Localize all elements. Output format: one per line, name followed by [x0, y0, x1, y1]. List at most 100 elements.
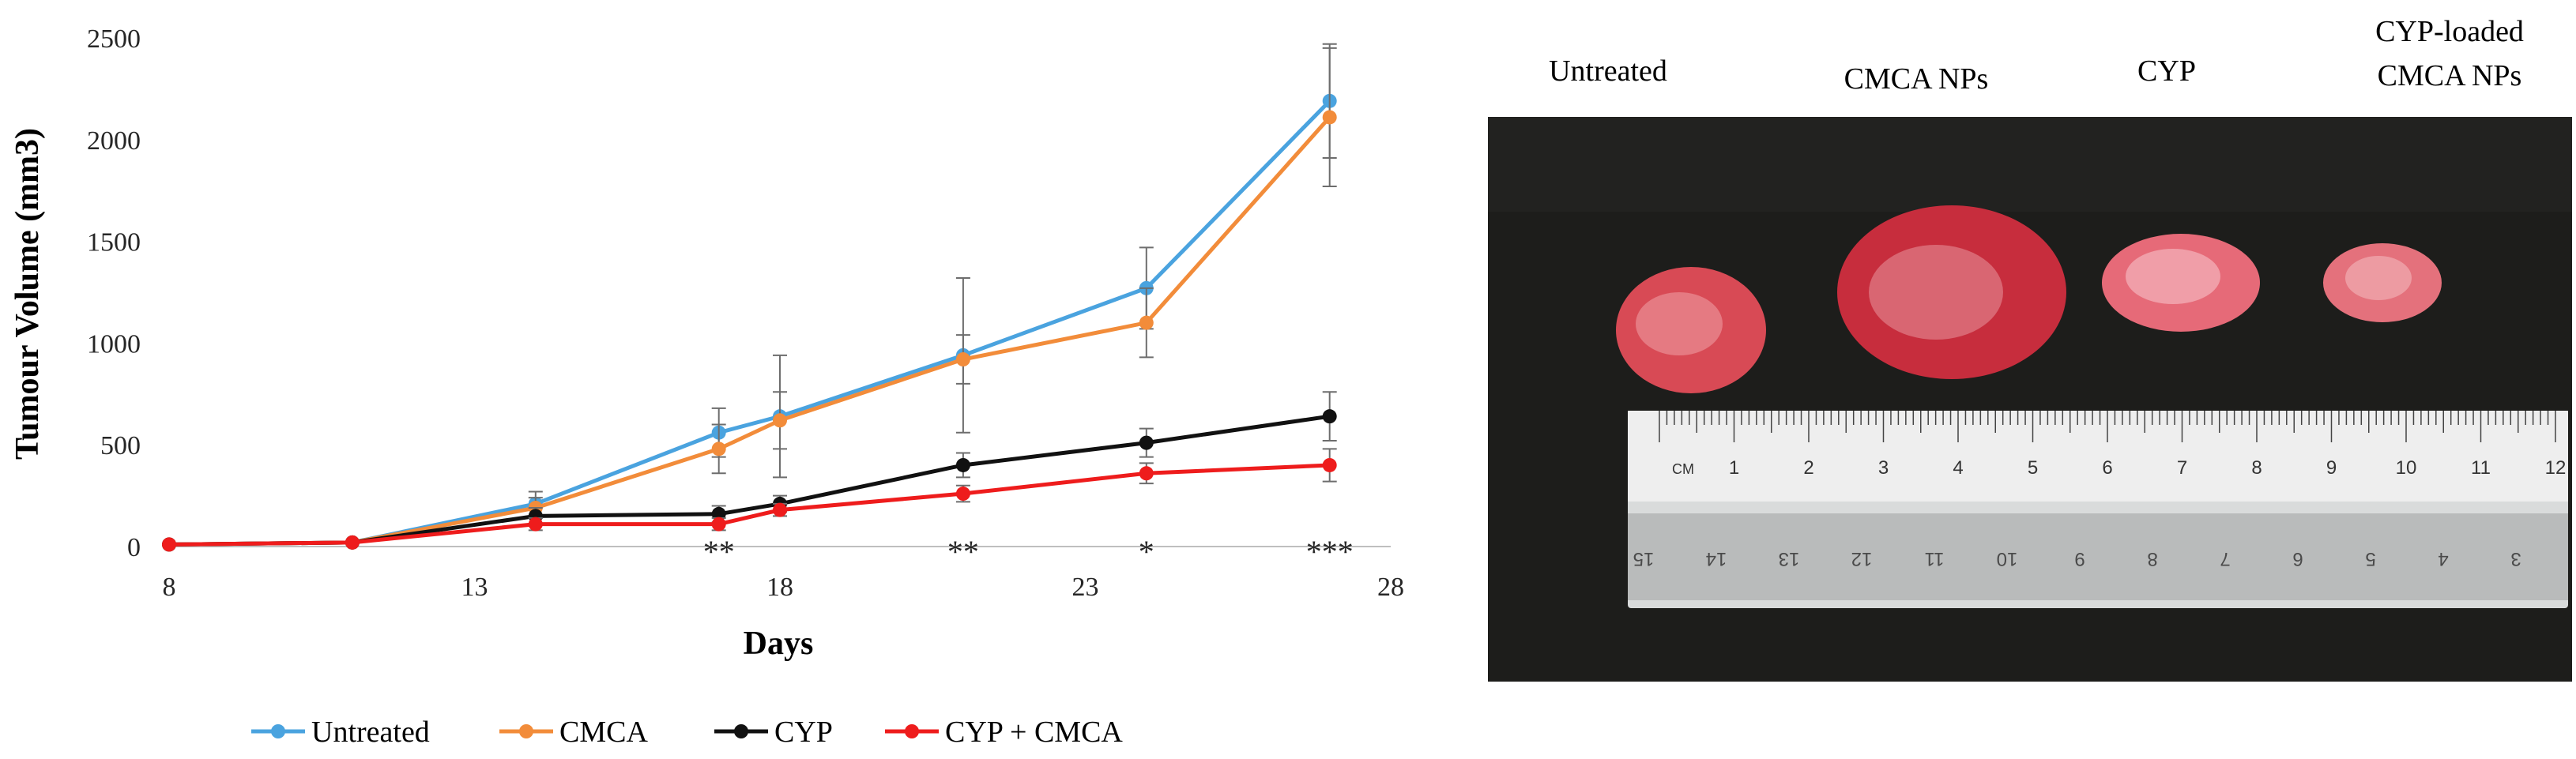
x-axis-title: Days	[744, 626, 814, 662]
series-cmca	[162, 47, 1337, 552]
tumour-photo-panel: Untreated CMCA NPs CYP CYP-loaded CMCA N…	[1488, 15, 2572, 682]
legend-label: CMCA	[559, 716, 648, 749]
data-point	[345, 535, 360, 550]
legend-label: CYP	[774, 716, 833, 749]
x-tick-label: 13	[461, 573, 488, 602]
x-tick-label: 8	[163, 573, 176, 602]
ruler-inverted-label: 13	[1779, 548, 1800, 569]
legend-label: CYP + CMCA	[945, 716, 1123, 749]
y-axis-title: Tumour Volume (mm3)	[9, 128, 46, 460]
y-tick-label: 2500	[87, 24, 141, 54]
ruler-label: 10	[2396, 457, 2417, 479]
ruler-label: 8	[2251, 457, 2262, 479]
ruler-inverted-label: 6	[2292, 548, 2303, 569]
significance-mark: **	[703, 534, 735, 569]
ruler-label: 11	[2471, 457, 2491, 479]
legend-marker	[734, 724, 748, 738]
legend-label: Untreated	[311, 716, 430, 749]
data-point	[1139, 315, 1154, 330]
legend-marker	[519, 724, 533, 738]
data-point	[711, 517, 726, 532]
legend: Untreated CMCA CYP CYP + CMCA	[251, 716, 1123, 749]
significance-annotations: ** ** * ***	[703, 534, 1354, 569]
ruler-inverted-label: 12	[1851, 548, 1873, 569]
ruler-top-ticks	[1659, 411, 2556, 442]
series-cyp-cmca	[162, 448, 1337, 552]
ruler-label: 5	[2028, 457, 2038, 479]
ruler-label: 2	[1803, 457, 1813, 479]
series-line	[168, 100, 1331, 547]
data-point	[1322, 409, 1337, 424]
ruler-inverted-label: 5	[2365, 548, 2375, 569]
ruler-bottom-strip	[1628, 513, 2568, 600]
photo-label-cyp-loaded-cmca: CMCA NPs	[2378, 59, 2522, 92]
ruler-label: 7	[2177, 457, 2187, 479]
y-tick-label: 2000	[87, 126, 141, 156]
ruler-inverted-label: 14	[1706, 548, 1727, 569]
data-point	[773, 502, 787, 517]
ruler-label: 3	[1878, 457, 1889, 479]
photo-shadow	[1488, 117, 2572, 212]
ruler-inverted-label: 3	[2510, 548, 2521, 569]
data-point	[1322, 457, 1337, 472]
ruler-label: 4	[1953, 457, 1963, 479]
tumour-cmca-nps-highlight	[1869, 245, 2003, 340]
series-line	[168, 115, 1331, 547]
legend-marker	[905, 724, 919, 738]
photo-label-cyp-loaded: CYP-loaded	[2375, 15, 2524, 48]
x-tick-label: 18	[766, 573, 793, 602]
y-tick-label: 500	[100, 431, 141, 460]
y-tick-labels: 0 500 1000 1500 2000 2500	[87, 24, 141, 562]
ruler-inverted-label: 9	[2074, 548, 2085, 569]
legend-item: Untreated	[251, 716, 430, 749]
data-point	[955, 352, 970, 367]
significance-mark: ***	[1306, 534, 1354, 569]
ruler-inverted-label: 11	[1925, 548, 1945, 569]
series-group	[162, 43, 1337, 552]
ruler-label: 6	[2102, 457, 2112, 479]
photo-label-cmca-nps: CMCA NPs	[1844, 62, 1989, 96]
data-point	[711, 441, 726, 457]
ruler-label: CM	[1672, 461, 1694, 477]
ruler-inverted-label: 15	[1633, 548, 1655, 569]
ruler-top-labels: CM 1 2 3 4 5 6 7 8 9 10 11 12	[1672, 457, 2566, 479]
data-point	[528, 517, 543, 532]
photo-label-untreated: Untreated	[1549, 54, 1667, 88]
data-point	[1139, 466, 1154, 481]
y-tick-label: 1000	[87, 329, 141, 359]
data-point	[955, 457, 970, 472]
data-point	[773, 413, 787, 428]
ruler-bottom-labels: 15 14 13 12 11 10 9 8 7 6 5 4 3	[1633, 548, 2521, 569]
data-point	[1322, 110, 1337, 125]
tumour-cyp-loaded-highlight	[2345, 256, 2412, 300]
legend-item: CYP	[714, 716, 833, 749]
series-untreated	[162, 43, 1337, 552]
ruler-inverted-label: 10	[1997, 548, 2018, 569]
series-line	[168, 463, 1330, 547]
legend-item: CYP + CMCA	[885, 716, 1123, 749]
x-tick-labels: 8 13 18 23 28	[163, 573, 1405, 602]
y-tick-label: 0	[127, 533, 141, 562]
data-point	[1139, 435, 1154, 450]
y-tick-label: 1500	[87, 228, 141, 257]
legend-marker	[271, 724, 285, 738]
tumour-cyp-highlight	[2126, 249, 2220, 304]
significance-mark: *	[1139, 534, 1154, 569]
x-tick-label: 28	[1377, 573, 1404, 602]
data-point	[162, 537, 176, 552]
legend-item: CMCA	[499, 716, 648, 749]
data-point	[955, 487, 970, 502]
x-tick-label: 23	[1072, 573, 1099, 602]
photo-label-cyp: CYP	[2137, 54, 2196, 88]
tumour-untreated-highlight	[1636, 292, 1723, 355]
ruler-label: 12	[2545, 457, 2567, 479]
ruler-top-strip	[1628, 411, 2568, 502]
ruler-inverted-label: 8	[2147, 548, 2157, 569]
ruler-inverted-label: 7	[2220, 548, 2230, 569]
ruler-label: 1	[1729, 457, 1739, 479]
ruler-inverted-label: 4	[2438, 548, 2448, 569]
ruler-label: 9	[2326, 457, 2337, 479]
significance-mark: **	[947, 534, 979, 569]
